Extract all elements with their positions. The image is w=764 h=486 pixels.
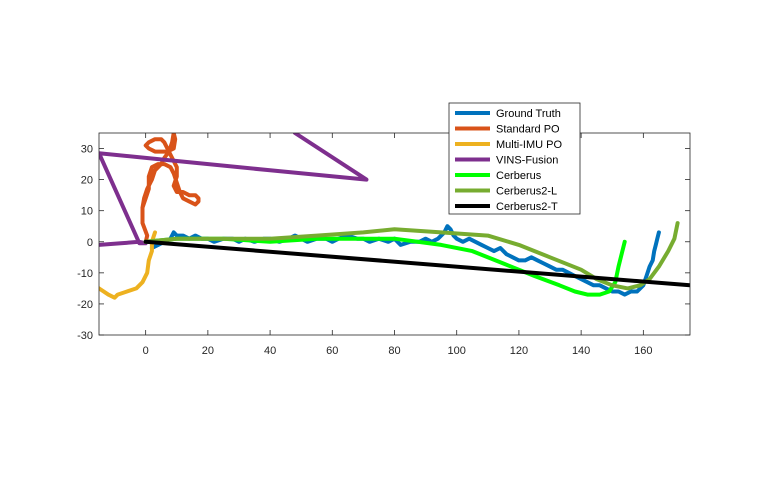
legend: Ground Truth Standard PO Multi-IMU PO VINS-… [448, 102, 581, 215]
y-tick-label: -20 [77, 299, 93, 311]
series-layer [99, 133, 690, 300]
x-axis: 0 20 40 60 80 100 120 140 160 [143, 133, 653, 357]
y-tick-label: -10 [77, 268, 93, 280]
x-tick-label: 40 [264, 345, 276, 357]
y-tick-label: 20 [81, 175, 93, 187]
x-tick-label: 100 [448, 345, 466, 357]
plot-area [99, 133, 690, 335]
legend-label-multi-imu-po: Multi-IMU PO [496, 139, 562, 151]
legend-label-ground-truth: Ground Truth [496, 108, 561, 120]
legend-label-standard-po: Standard PO [496, 124, 560, 136]
legend-label-vins-fusion: VINS-Fusion [496, 155, 558, 167]
legend-label-cerberus: Cerberus [496, 170, 542, 182]
y-tick-label: 10 [81, 206, 93, 218]
legend-label-cerberus2-t: Cerberus2-T [496, 201, 558, 213]
series-line-cerberus2-l [143, 221, 680, 291]
y-axis: -30 -20 -10 0 10 20 30 [77, 144, 690, 342]
y-tick-label: 0 [87, 237, 93, 249]
y-tick-label: 30 [81, 144, 93, 156]
x-tick-label: 120 [510, 345, 528, 357]
x-tick-label: 160 [634, 345, 652, 357]
x-tick-label: 80 [388, 345, 400, 357]
x-tick-label: 0 [143, 345, 149, 357]
x-tick-label: 60 [326, 345, 338, 357]
series-line-multi-imu-po [99, 230, 157, 300]
legend-label-cerberus2-l: Cerberus2-L [496, 186, 557, 198]
y-tick-label: -30 [77, 330, 93, 342]
series-line-cerberus2-t [143, 239, 690, 288]
series-line-standard-po [140, 133, 201, 244]
x-tick-label: 140 [572, 345, 590, 357]
series-line-vins-fusion [99, 133, 369, 247]
x-tick-label: 20 [202, 345, 214, 357]
